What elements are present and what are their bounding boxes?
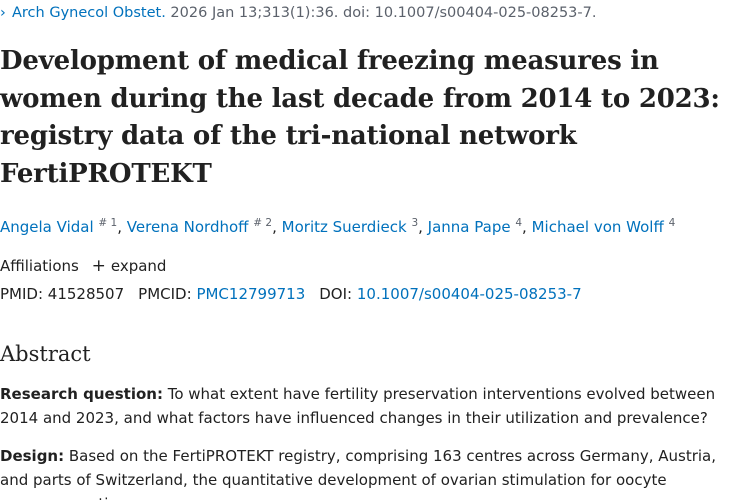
article-title: Development of medical freezing measures…: [0, 46, 720, 189]
pmid-value: 41528507: [47, 285, 125, 303]
affiliations-row: Affiliations + expand: [0, 255, 166, 277]
journal-link[interactable]: Arch Gynecol Obstet.: [12, 5, 166, 21]
section-label: Research question:: [0, 385, 163, 403]
author-list: Angela Vidal # 1, Verena Nordhoff # 2, M…: [0, 216, 675, 238]
citation-line: › Arch Gynecol Obstet. 2026 Jan 13;313(1)…: [0, 3, 596, 23]
expand-label: expand: [110, 257, 167, 275]
author-affiliation-ref[interactable]: 4: [515, 217, 523, 229]
identifiers-row: PMID: 41528507 PMCID: PMC12799713 DOI: 10.…: [0, 283, 582, 305]
author-separator: ,: [522, 218, 532, 236]
pmcid-link[interactable]: PMC12799713: [196, 285, 306, 303]
doi-link[interactable]: 10.1007/s00404-025-08253-7: [356, 285, 582, 303]
affiliations-expand-button[interactable]: + expand: [91, 256, 167, 276]
author-link-vidal[interactable]: Angela Vidal: [0, 218, 94, 236]
plus-icon: +: [91, 256, 106, 276]
author-separator: ,: [117, 218, 127, 236]
author-link-von-wolff[interactable]: Michael von Wolff: [531, 218, 664, 236]
pmcid-label: PMCID:: [138, 285, 192, 303]
author-affiliation-ref[interactable]: # 1: [98, 217, 118, 229]
author-separator: ,: [272, 218, 282, 236]
author-link-pape[interactable]: Janna Pape: [427, 218, 511, 236]
author-affiliation-ref[interactable]: 4: [668, 217, 676, 229]
section-text: Based on the FertiPROTEKT registry, comp…: [0, 447, 717, 500]
author-affiliation-ref[interactable]: # 2: [253, 217, 273, 229]
doi-label: DOI:: [319, 285, 353, 303]
abstract-heading: Abstract: [0, 342, 91, 366]
author-link-nordhoff[interactable]: Verena Nordhoff: [126, 218, 249, 236]
author-link-suerdieck[interactable]: Moritz Suerdieck: [281, 218, 407, 236]
abstract-research-question: Research question: To what extent have f…: [0, 382, 745, 430]
abstract-design: Design: Based on the FertiPROTEKT regist…: [0, 444, 745, 500]
citation-details: 2026 Jan 13;313(1):36. doi: 10.1007/s004…: [165, 5, 597, 21]
chevron-right-icon[interactable]: ›: [0, 5, 6, 21]
section-label: Design:: [0, 447, 65, 465]
author-affiliation-ref[interactable]: 3: [411, 217, 419, 229]
section-text: To what extent have fertility preservati…: [0, 385, 716, 427]
author-separator: ,: [418, 218, 428, 236]
affiliations-label: Affiliations: [0, 257, 79, 275]
pmid-label: PMID:: [0, 285, 44, 303]
